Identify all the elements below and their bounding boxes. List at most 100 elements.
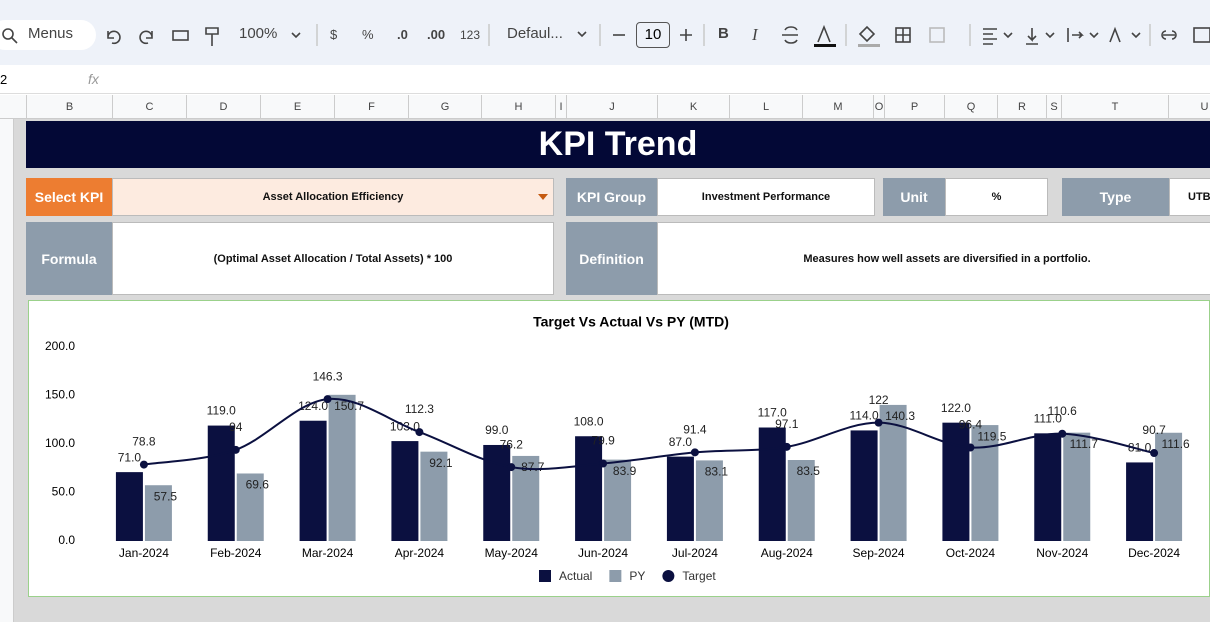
y-tick-label: 200.0 [45, 339, 75, 353]
bar [420, 451, 448, 541]
column-header[interactable]: D [186, 95, 260, 119]
bar [695, 460, 723, 541]
font-size[interactable]: 10 [636, 22, 670, 48]
data-label: 99.0 [485, 423, 509, 437]
bar [1126, 462, 1154, 541]
data-label: 78.8 [132, 435, 156, 449]
bar [144, 485, 172, 541]
bar [1063, 432, 1091, 541]
bar [328, 394, 356, 541]
bar [879, 404, 907, 541]
column-header[interactable]: P [884, 95, 944, 119]
y-tick-label: 0.0 [58, 533, 75, 547]
bar [787, 460, 815, 541]
number-format[interactable]: 123 [460, 28, 481, 42]
legend-marker [539, 570, 551, 582]
y-tick-label: 150.0 [45, 388, 75, 402]
bar [604, 459, 632, 541]
select-kpi-value[interactable]: Asset Allocation Efficiency [112, 178, 554, 216]
column-header[interactable]: J [566, 95, 657, 119]
toolbar-icons [2, 24, 1210, 47]
type-value: UTB [1169, 178, 1210, 216]
data-label: 117.0 [758, 406, 787, 420]
chart: Target Vs Actual Vs PY (MTD) 0.0 50.0 100.… [28, 300, 1210, 597]
column-header[interactable]: I [555, 95, 566, 119]
target-point [782, 442, 791, 451]
column-header[interactable]: E [260, 95, 334, 119]
column-header[interactable]: T [1061, 95, 1168, 119]
data-label: 83.1 [705, 465, 729, 479]
target-point [599, 459, 608, 468]
data-label: 122 [869, 393, 889, 407]
x-tick-label: Jan-2024 [119, 546, 169, 560]
name-box[interactable]: 2 [0, 72, 8, 87]
data-label: 83.9 [613, 464, 637, 478]
row-headers [0, 119, 14, 622]
data-label: 57.5 [154, 489, 178, 503]
column-header[interactable]: C [112, 95, 186, 119]
bar [575, 436, 603, 541]
increase-decimal[interactable]: .00 [427, 27, 446, 42]
dashboard-title: KPI Trend [26, 121, 1210, 168]
column-header[interactable]: O [873, 95, 884, 119]
decrease-decimal[interactable]: .0 [397, 27, 408, 42]
zoom[interactable]: 100% [239, 25, 278, 42]
target-point [1150, 449, 1159, 458]
data-label: 122.0 [941, 401, 971, 415]
column-header[interactable]: H [481, 95, 555, 119]
column-header[interactable]: U [1168, 95, 1210, 119]
data-label: 112.3 [405, 402, 434, 416]
target-point [690, 448, 699, 457]
target-point [139, 460, 148, 469]
column-header[interactable]: K [657, 95, 729, 119]
column-header[interactable]: G [408, 95, 481, 119]
bar [942, 422, 970, 541]
x-tick-label: Jul-2024 [672, 546, 718, 560]
x-tick-label: Apr-2024 [395, 546, 445, 560]
kpi-group-label: KPI Group [566, 178, 657, 216]
data-label: 110.6 [1048, 404, 1077, 418]
percent[interactable]: % [362, 27, 374, 42]
column-header[interactable]: B [26, 95, 112, 119]
search[interactable]: Menus [28, 25, 74, 42]
column-header[interactable]: R [997, 95, 1046, 119]
bold[interactable]: B [718, 25, 729, 42]
legend-marker [609, 570, 622, 582]
font[interactable]: Defaul... [507, 25, 563, 42]
column-header[interactable]: M [802, 95, 873, 119]
unit-label: Unit [883, 178, 945, 216]
x-tick-label: Feb-2024 [210, 546, 262, 560]
data-label: 87.7 [521, 460, 545, 474]
italic[interactable]: I [752, 25, 758, 44]
definition-label: Definition [566, 222, 657, 295]
kpi-group-value: Investment Performance [657, 178, 875, 216]
dropdown-arrow[interactable] [538, 194, 548, 200]
data-label: 124.0 [298, 399, 328, 413]
bar [1034, 433, 1062, 541]
column-header[interactable]: F [334, 95, 408, 119]
column-header[interactable]: L [729, 95, 802, 119]
type-label: Type [1062, 178, 1169, 216]
chart-title: Target Vs Actual Vs PY (MTD) [533, 314, 729, 330]
data-label: 90.7 [1142, 423, 1166, 437]
currency[interactable]: $ [330, 27, 338, 42]
y-tick-label: 50.0 [52, 485, 76, 499]
bar [236, 473, 264, 541]
data-label: 140.3 [885, 409, 915, 423]
x-tick-label: Oct-2024 [946, 546, 996, 560]
legend-label: PY [629, 569, 645, 583]
x-tick-label: Mar-2024 [302, 546, 354, 560]
data-label: 83.5 [797, 464, 821, 478]
search-box[interactable] [0, 20, 96, 50]
data-label: 111.7 [1070, 437, 1099, 451]
data-label: 111.0 [1034, 412, 1063, 426]
bar [483, 444, 511, 541]
column-header[interactable]: S [1046, 95, 1061, 119]
target-point [874, 418, 883, 427]
column-header[interactable]: Q [944, 95, 997, 119]
definition-value: Measures how well assets are diversified… [657, 222, 1210, 295]
formula-value: (Optimal Asset Allocation / Total Assets… [112, 222, 554, 295]
x-tick-label: Nov-2024 [1036, 546, 1088, 560]
data-label: 69.6 [246, 478, 270, 492]
